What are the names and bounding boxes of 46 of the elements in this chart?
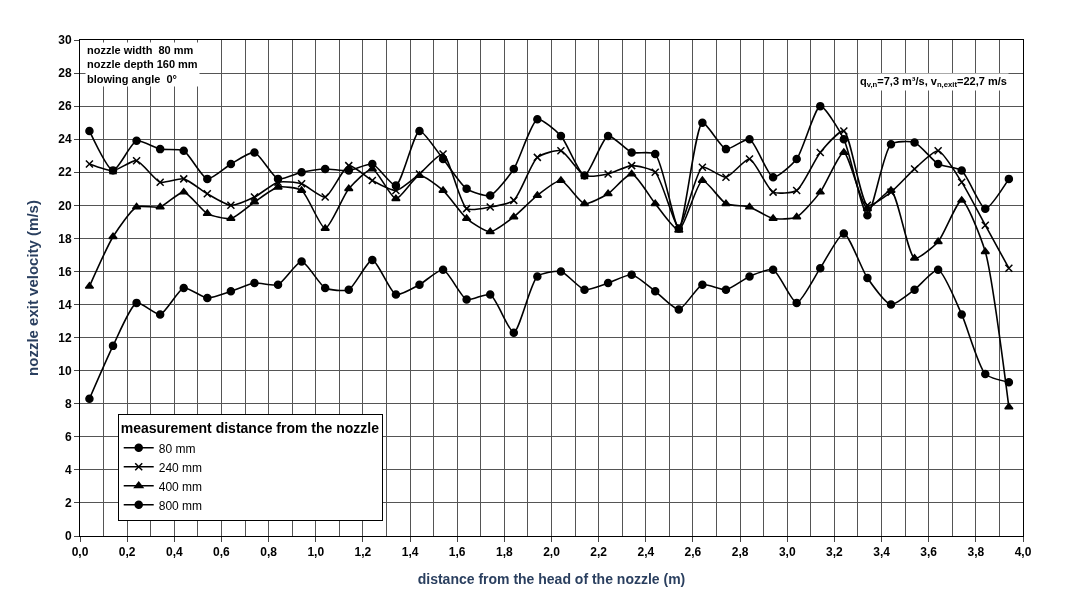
x-tick-label: 3,2 [826, 545, 844, 560]
x-tick-label: 1,4 [401, 545, 419, 560]
y-tick-label: 20 [58, 198, 72, 213]
legend-label: 800 mm [158, 498, 203, 513]
y-tick-label: 10 [58, 363, 72, 378]
legend-title: measurement distance from the nozzle [120, 420, 380, 437]
x-tick-label: 3,0 [778, 545, 796, 560]
y-tick-label: 16 [58, 264, 72, 279]
x-tick-label: 0,0 [71, 545, 89, 560]
y-tick-label: 24 [58, 132, 72, 147]
x-tick-label: 3,8 [967, 545, 985, 560]
x-axis-title: distance from the head of the nozzle (m) [417, 570, 686, 587]
x-tick-label: 0,2 [118, 545, 136, 560]
x-tick-label: 2,8 [731, 545, 749, 560]
x-tick-label: 1,0 [307, 545, 325, 560]
x-tick-label: 0,6 [213, 545, 231, 560]
x-tick-label: 1,6 [448, 545, 466, 560]
y-tick-label: 8 [64, 396, 72, 411]
y-tick-label: 14 [58, 297, 72, 312]
y-tick-label: 6 [64, 430, 72, 444]
annotation: q$_{v,n}$=7,3 m³/s, v$_{n,exit}$=22,7 m/s [860, 75, 1007, 90]
x-tick-label: 0,8 [260, 545, 278, 560]
x-tick-label: 1,2 [354, 545, 372, 560]
y-tick-label: 2 [64, 496, 72, 511]
x-tick-label: 2,2 [590, 545, 608, 560]
x-tick-label: 0,4 [165, 545, 183, 560]
y-tick-label: 30 [58, 33, 72, 48]
y-axis-title: nozzle exit velocity (m/s) [24, 200, 42, 376]
legend-label: 240 mm [158, 460, 203, 475]
y-tick-label: 0 [64, 529, 72, 544]
y-tick-label: 18 [58, 231, 72, 246]
y-tick-label: 12 [58, 330, 72, 345]
x-tick-label: 1,8 [496, 545, 514, 560]
legend-label: 80 mm [158, 441, 196, 456]
legend-label: 400 mm [158, 479, 203, 494]
x-tick-label: 2,0 [543, 545, 561, 560]
x-tick-label: 3,4 [873, 545, 891, 560]
y-tick-label: 22 [58, 165, 72, 180]
x-tick-label: 2,4 [637, 545, 655, 560]
y-tick-label: 28 [58, 66, 72, 81]
annotation: nozzle width 80 mm nozzle depth 160 mm blowing angle 0° [87, 44, 198, 85]
x-tick-label: 2,6 [684, 545, 702, 560]
y-tick-label: 4 [64, 463, 72, 478]
y-tick-label: 26 [58, 99, 72, 114]
x-tick-label: 4,0 [1014, 545, 1032, 560]
x-tick-label: 3,6 [920, 545, 938, 560]
